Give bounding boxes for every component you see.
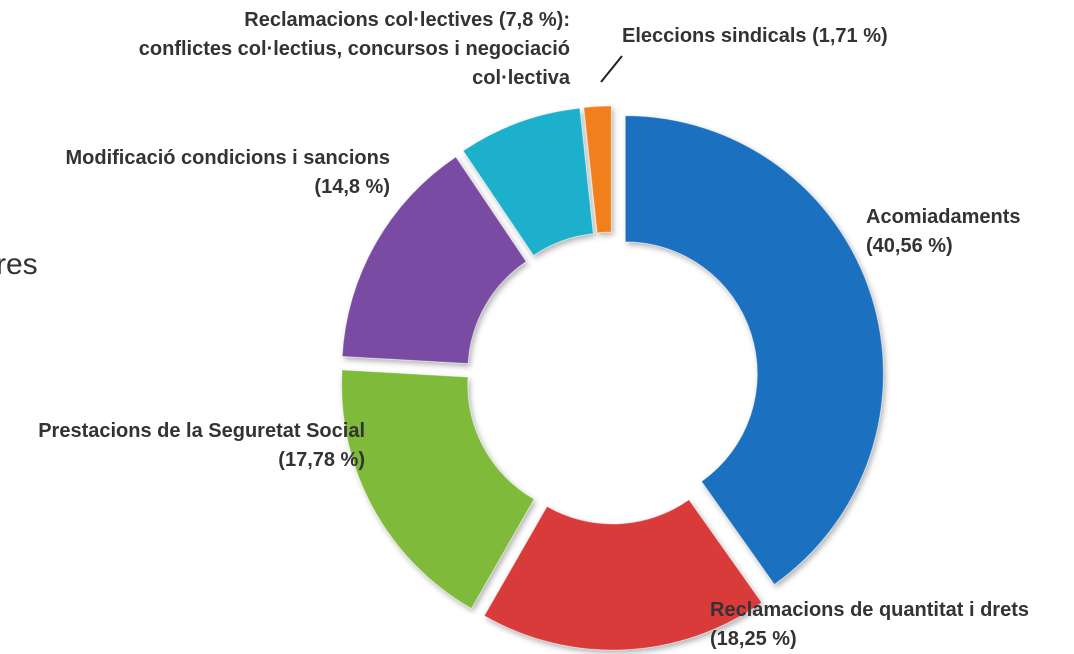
donut-slice xyxy=(462,107,594,257)
category-label: Reclamacions de quantitat i drets xyxy=(710,599,1029,621)
category-label: Prestacions de la Seguretat Social xyxy=(38,420,365,442)
donut-slice xyxy=(483,499,763,651)
donut-slice xyxy=(583,105,612,234)
value-label: (18,25 %) xyxy=(710,628,797,650)
slice-label: Eleccions sindicals (1,71 %) xyxy=(622,22,952,51)
category-label: Acomiadaments xyxy=(866,206,1021,228)
donut-slice xyxy=(341,369,535,610)
value-label: (7,8 %): xyxy=(498,9,570,31)
slice-label: Acomiadaments (40,56 %) xyxy=(866,203,1074,261)
slice-label: Prestacions de la Seguretat Social (17,7… xyxy=(5,417,365,475)
donut-slice xyxy=(341,156,527,365)
donut-slice xyxy=(624,115,884,586)
value-label: (1,71 %) xyxy=(812,25,888,47)
leader-line xyxy=(600,55,623,83)
category-label: Reclamacions col·lectives xyxy=(244,9,494,31)
slice-label: Modificació condicions i sancions (14,8 … xyxy=(60,144,390,202)
value-label: (14,8 %) xyxy=(314,176,390,198)
slice-label: Reclamacions col·lectives (7,8 %): confli… xyxy=(130,6,570,93)
value-label: (17,78 %) xyxy=(278,449,365,471)
value-label: (40,56 %) xyxy=(866,235,953,257)
slice-label: Reclamacions de quantitat i drets (18,25… xyxy=(710,596,1070,654)
category-label: Eleccions sindicals xyxy=(622,25,807,47)
annotation: conflictes col·lectius, concursos i nego… xyxy=(138,38,570,89)
category-label: Modificació condicions i sancions xyxy=(65,147,390,169)
cropped-text: res xyxy=(0,248,38,281)
